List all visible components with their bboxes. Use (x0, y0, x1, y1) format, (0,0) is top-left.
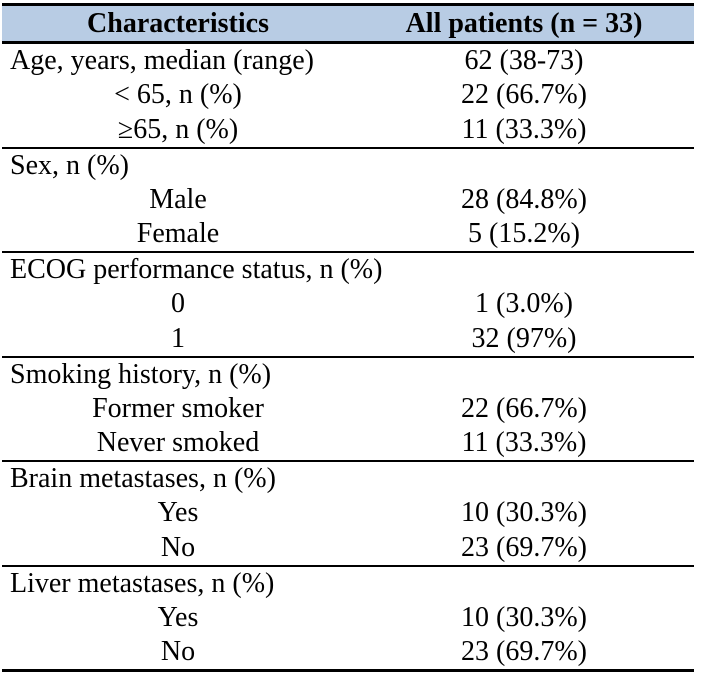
table-row: Male 28 (84.8%) (2, 183, 694, 218)
table-row: Brain metastases, n (%) (2, 460, 694, 496)
table-row: Yes 10 (30.3%) (2, 496, 694, 531)
table-row: < 65, n (%) 22 (66.7%) (2, 78, 694, 113)
row-value: 10 (30.3%) (461, 601, 587, 633)
row-value: 23 (69.7%) (461, 531, 587, 563)
row-value: 23 (69.7%) (461, 636, 587, 667)
row-label: No (160, 531, 196, 563)
row-value (354, 355, 694, 392)
row-value: 22 (66.7%) (461, 392, 587, 424)
row-label: Former smoker (92, 392, 264, 424)
table-row: Female 5 (15.2%) (2, 217, 694, 252)
table-row: 0 1 (3.0%) (2, 287, 694, 322)
table-row: Age, years, median (range) 62 (38-73) (2, 43, 694, 79)
table-row: No 23 (69.7%) (2, 635, 694, 671)
row-value: 22 (66.7%) (461, 79, 587, 111)
row-label: 0 (171, 288, 185, 320)
row-value (354, 146, 694, 183)
row-value: 11 (33.3%) (461, 427, 587, 458)
row-value: 28 (84.8%) (461, 183, 587, 215)
row-label: Smoking history, n (%) (2, 355, 354, 392)
row-value: 5 (15.2%) (468, 218, 580, 249)
row-value (354, 460, 694, 496)
row-label: Male (149, 183, 207, 215)
table-body: Age, years, median (range) 62 (38-73) < 65… (2, 43, 694, 671)
table-row: ECOG performance status, n (%) (2, 251, 694, 287)
header-all-patients: All patients (n = 33) (405, 8, 643, 39)
table-row: Yes 10 (30.3%) (2, 601, 694, 636)
header-characteristics: Characteristics (87, 8, 269, 39)
row-label: Sex, n (%) (2, 146, 354, 183)
row-label: Liver metastases, n (%) (2, 564, 354, 601)
table-row: ≥65, n (%) 11 (33.3%) (2, 113, 694, 148)
row-label: < 65, n (%) (114, 79, 242, 111)
table-row: Sex, n (%) (2, 146, 694, 183)
row-value: 1 (3.0%) (475, 288, 573, 320)
row-label: Yes (157, 497, 199, 529)
row-label: Brain metastases, n (%) (2, 460, 354, 496)
row-value: 62 (38-73) (464, 45, 584, 76)
table-header-row: Characteristics All patients (n = 33) (2, 4, 694, 43)
row-value (354, 251, 694, 287)
row-label: ≥65, n (%) (117, 113, 239, 145)
row-label: No (160, 636, 196, 667)
row-value: 10 (30.3%) (461, 497, 587, 529)
row-label: ECOG performance status, n (%) (2, 251, 382, 287)
patient-characteristics-table: Characteristics All patients (n = 33) Ag… (2, 3, 694, 672)
table-row: 1 32 (97%) (2, 322, 694, 357)
row-label: Yes (157, 601, 199, 633)
table-row: No 23 (69.7%) (2, 531, 694, 566)
row-value (354, 564, 694, 601)
row-value: 11 (33.3%) (461, 113, 587, 145)
table-row: Liver metastases, n (%) (2, 564, 694, 601)
table-row: Never smoked 11 (33.3%) (2, 426, 694, 461)
row-value: 32 (97%) (471, 322, 577, 354)
row-label: Age, years, median (range) (10, 45, 314, 76)
table-row: Smoking history, n (%) (2, 355, 694, 392)
table-row: Former smoker 22 (66.7%) (2, 392, 694, 427)
row-label: 1 (171, 322, 185, 354)
row-label: Female (136, 218, 220, 249)
row-label: Never smoked (96, 427, 260, 458)
